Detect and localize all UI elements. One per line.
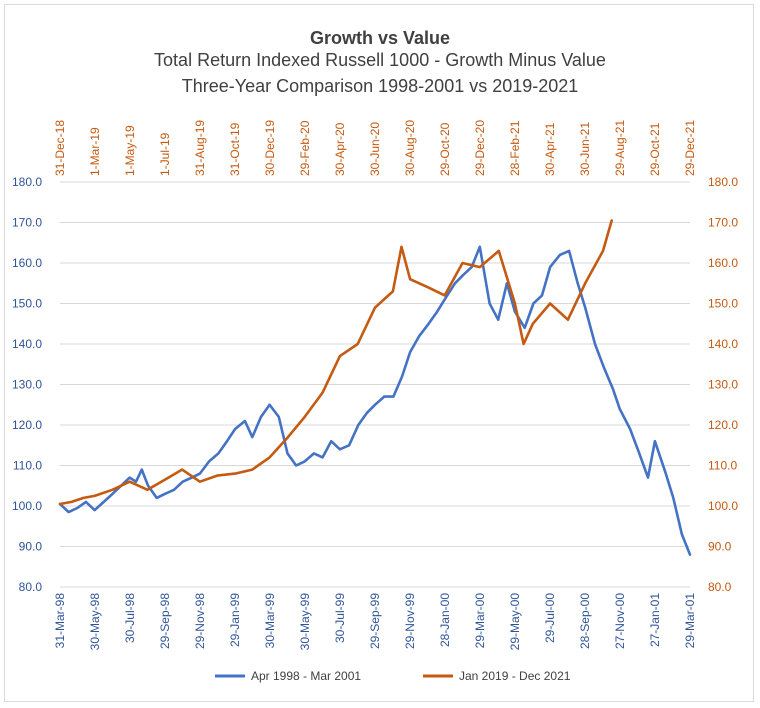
legend: Apr 1998 - Mar 2001 Jan 2019 - Dec 2021 bbox=[215, 669, 571, 683]
right-y-tick-label: 120.0 bbox=[708, 418, 738, 432]
legend-label-1: Apr 1998 - Mar 2001 bbox=[251, 669, 361, 683]
series-line-2 bbox=[58, 219, 614, 506]
right-y-tick-label: 180.0 bbox=[708, 175, 738, 189]
top-x-tick-label: 29-Oct-20 bbox=[438, 122, 452, 176]
top-x-tick-label: 1-May-19 bbox=[123, 125, 137, 176]
right-y-tick-label: 150.0 bbox=[708, 297, 738, 311]
top-x-tick-label: 29-Dec-20 bbox=[473, 120, 487, 176]
right-y-tick-label: 80.0 bbox=[708, 580, 732, 594]
right-y-tick-label: 140.0 bbox=[708, 337, 738, 351]
bottom-x-tick-label: 29-May-00 bbox=[508, 593, 522, 651]
top-x-tick-label: 30-Dec-19 bbox=[263, 120, 277, 176]
top-x-tick-label: 29-Feb-20 bbox=[298, 120, 312, 176]
left-y-tick-label: 100.0 bbox=[12, 499, 42, 513]
series-line-1 bbox=[58, 245, 692, 556]
left-y-tick-label: 90.0 bbox=[19, 540, 43, 554]
bottom-x-tick-label: 29-Jul-00 bbox=[543, 593, 557, 643]
left-y-tick-label: 140.0 bbox=[12, 337, 42, 351]
left-y-tick-label: 110.0 bbox=[13, 459, 42, 473]
left-y-tick-label: 150.0 bbox=[12, 297, 42, 311]
chart-frame bbox=[4, 4, 754, 702]
top-x-tick-label: 30-Apr-21 bbox=[543, 122, 557, 176]
chart-subtitle-line-2: Three-Year Comparison 1998-2001 vs 2019-… bbox=[181, 76, 579, 96]
right-y-tick-label: 170.0 bbox=[708, 216, 738, 230]
bottom-x-tick-label: 30-Mar-99 bbox=[263, 593, 277, 649]
bottom-x-axis: 31-Mar-98 30-May-98 30-Jul-98 29-Sep-98 29-N… bbox=[53, 593, 697, 651]
left-y-axis: 80.0 90.0 100.0 110.0 120.0 130.0 140.0 150.0 16… bbox=[12, 175, 42, 594]
top-x-tick-label: 30-Jun-20 bbox=[368, 122, 382, 176]
right-y-axis: 80.0 90.0 100.0 110.0 120.0 130.0 140.0 150.0 16… bbox=[708, 175, 738, 594]
bottom-x-tick-label: 29-Nov-99 bbox=[403, 593, 417, 649]
bottom-x-tick-label: 27-Jan-01 bbox=[648, 593, 662, 647]
bottom-x-tick-label: 27-Nov-00 bbox=[613, 593, 627, 649]
right-y-tick-label: 100.0 bbox=[708, 499, 738, 513]
gridlines bbox=[60, 181, 690, 588]
top-x-tick-label: 30-Jun-21 bbox=[578, 122, 592, 176]
left-y-tick-label: 120.0 bbox=[12, 418, 42, 432]
top-x-tick-label: 30-Aug-20 bbox=[403, 120, 417, 176]
bottom-x-tick-label: 30-May-99 bbox=[298, 593, 312, 651]
bottom-x-tick-label: 29-Mar-01 bbox=[683, 593, 697, 649]
right-y-tick-label: 160.0 bbox=[708, 256, 738, 270]
bottom-x-tick-label: 29-Jan-99 bbox=[228, 593, 242, 647]
bottom-x-tick-label: 28-Sep-00 bbox=[578, 593, 592, 649]
top-x-tick-label: 28-Feb-21 bbox=[508, 120, 522, 176]
bottom-x-tick-label: 29-Sep-99 bbox=[368, 593, 382, 649]
top-x-tick-label: 31-Oct-19 bbox=[228, 122, 242, 176]
bottom-x-tick-label: 31-Mar-98 bbox=[53, 593, 67, 649]
right-y-tick-label: 110.0 bbox=[708, 459, 737, 473]
left-y-tick-label: 80.0 bbox=[19, 580, 43, 594]
top-x-tick-label: 30-Apr-20 bbox=[333, 122, 347, 176]
bottom-x-tick-label: 29-Nov-98 bbox=[193, 593, 207, 649]
top-x-tick-label: 1-Jul-19 bbox=[158, 132, 172, 176]
bottom-x-tick-label: 29-Mar-00 bbox=[473, 593, 487, 649]
chart-subtitle-line-1: Total Return Indexed Russell 1000 - Grow… bbox=[154, 50, 606, 70]
top-x-tick-label: 29-Oct-21 bbox=[648, 122, 662, 176]
bottom-x-tick-label: 29-Sep-98 bbox=[158, 593, 172, 649]
legend-label-2: Jan 2019 - Dec 2021 bbox=[459, 669, 571, 683]
series-layer bbox=[58, 219, 692, 556]
top-x-tick-label: 31-Dec-18 bbox=[53, 120, 67, 176]
bottom-x-tick-label: 30-Jul-99 bbox=[333, 593, 347, 643]
top-x-tick-label: 29-Aug-21 bbox=[613, 120, 627, 176]
bottom-x-tick-label: 30-Jul-98 bbox=[123, 593, 137, 643]
left-y-tick-label: 130.0 bbox=[12, 378, 42, 392]
top-x-tick-label: 1-Mar-19 bbox=[88, 127, 102, 176]
bottom-x-tick-label: 28-Jan-00 bbox=[438, 593, 452, 647]
top-x-tick-label: 31-Aug-19 bbox=[193, 120, 207, 176]
right-y-tick-label: 130.0 bbox=[708, 378, 738, 392]
left-y-tick-label: 180.0 bbox=[12, 175, 42, 189]
left-y-tick-label: 160.0 bbox=[12, 256, 42, 270]
right-y-tick-label: 90.0 bbox=[708, 540, 732, 554]
chart-title: Growth vs Value bbox=[309, 28, 451, 48]
top-x-tick-label: 29-Dec-21 bbox=[683, 120, 697, 176]
top-x-axis: 31-Dec-18 1-Mar-19 1-May-19 1-Jul-19 31-Aug-… bbox=[53, 120, 697, 176]
bottom-x-tick-label: 30-May-98 bbox=[88, 593, 102, 651]
left-y-tick-label: 170.0 bbox=[12, 216, 42, 230]
